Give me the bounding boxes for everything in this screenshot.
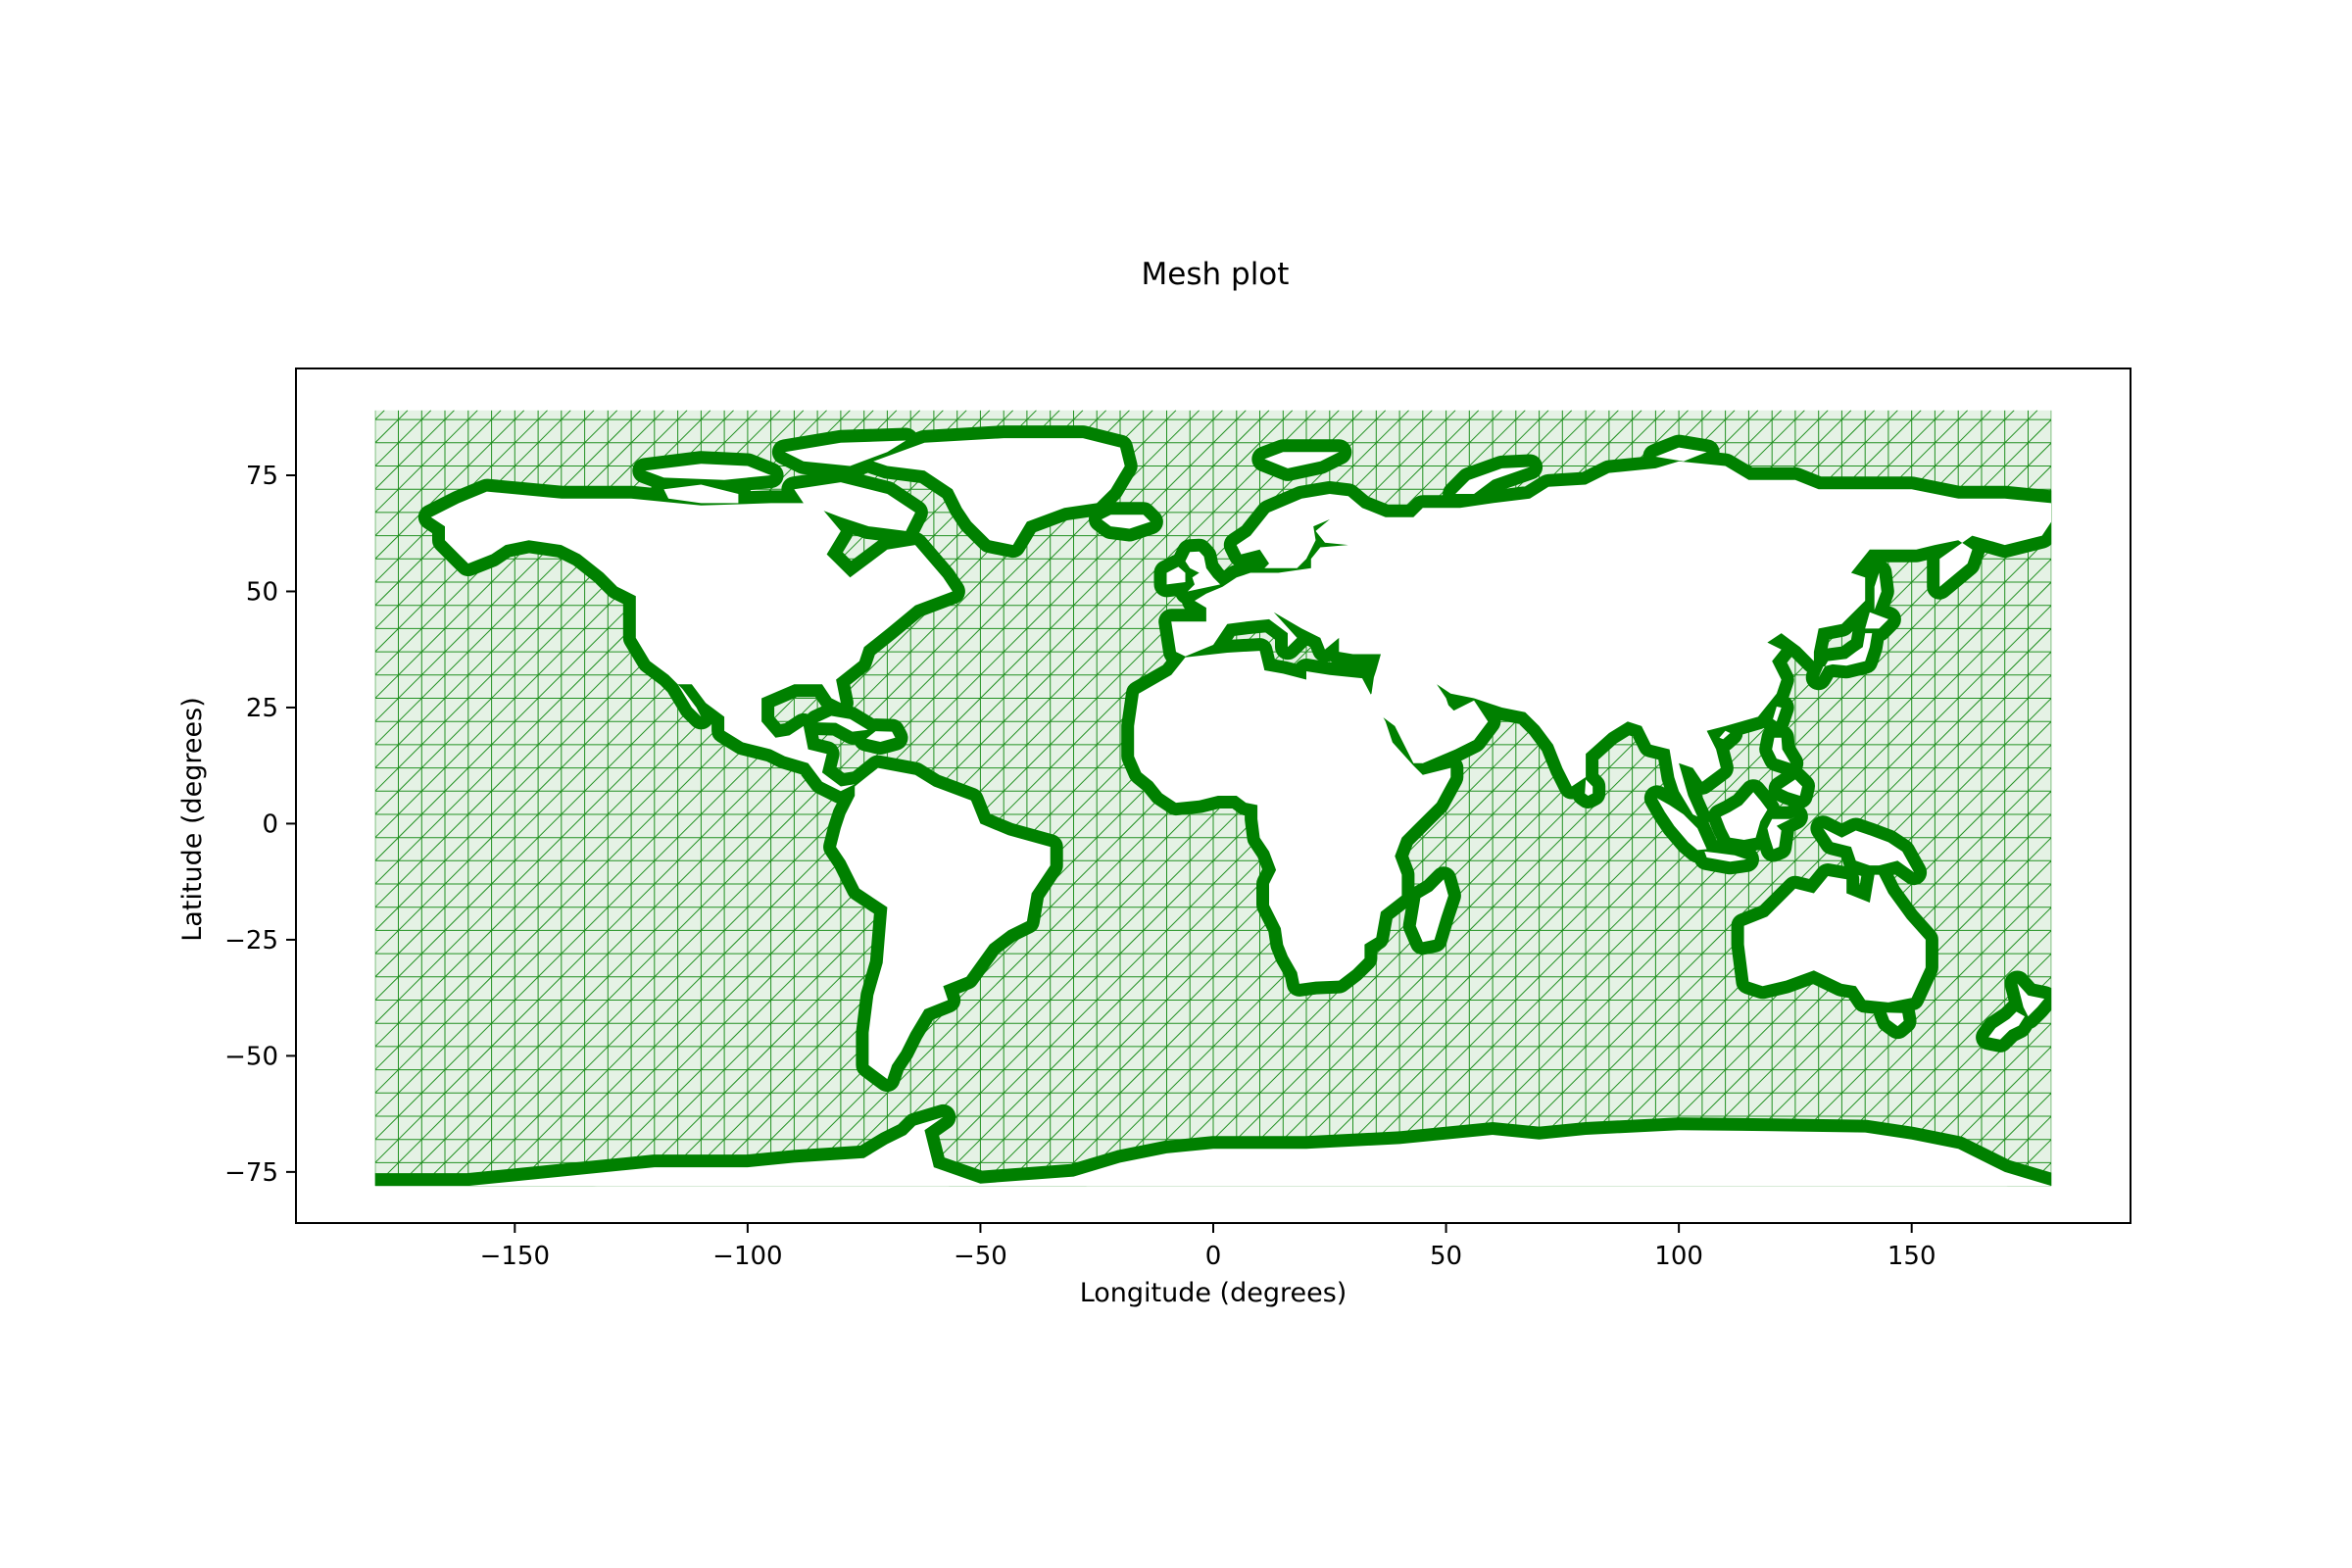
y-tick-label: 50 <box>246 577 278 607</box>
land-severnaya-zemlya <box>1655 447 1707 462</box>
x-tick-label: 50 <box>1430 1242 1462 1271</box>
land-ireland <box>1166 566 1186 585</box>
land-new-zealand-north <box>2017 983 2045 1017</box>
chart-title: Mesh plot <box>1142 257 1290 292</box>
land-greenland <box>873 438 1125 546</box>
land-taiwan <box>1773 707 1782 722</box>
land-ellesmere-island <box>784 440 906 466</box>
land-japan <box>1818 633 1873 678</box>
land-java <box>1704 851 1746 862</box>
land-africa <box>1134 651 1451 984</box>
land-north-america <box>430 491 953 792</box>
land-madagascar <box>1415 879 1448 943</box>
land-antarctica <box>467 1116 2052 1187</box>
y-axis-ticks: −75 −50 −25 0 25 50 75 <box>224 462 296 1188</box>
x-tick-label: 100 <box>1654 1242 1703 1271</box>
land-great-britain <box>1185 551 1221 592</box>
x-tick-label: −150 <box>480 1242 550 1271</box>
land-novaya-zemlya <box>1455 466 1531 494</box>
land-borneo <box>1720 792 1768 840</box>
y-tick-label: −50 <box>224 1042 278 1071</box>
land-victoria-island <box>663 484 739 504</box>
x-tick-label: −50 <box>954 1242 1007 1271</box>
x-tick-label: −100 <box>712 1242 782 1271</box>
land-luzon <box>1772 737 1791 763</box>
land-mindanao <box>1781 779 1802 796</box>
x-tick-label: 0 <box>1205 1242 1222 1271</box>
land-tasmania <box>1886 1012 1904 1027</box>
land-sulawesi <box>1767 816 1795 850</box>
land-hispaniola <box>866 731 896 742</box>
land-iceland <box>1102 514 1151 529</box>
y-tick-label: 75 <box>246 462 278 491</box>
y-tick-label: −25 <box>224 926 278 956</box>
land-arabian-peninsula <box>1381 684 1489 763</box>
land-cuba <box>817 715 868 732</box>
y-tick-label: −75 <box>224 1158 278 1188</box>
land-new-guinea <box>1823 828 1915 873</box>
land-australia <box>1743 874 1926 1003</box>
land-arctic-archipelago <box>645 464 771 480</box>
land-baffin-island <box>794 482 915 531</box>
x-axis-ticks: −150 −100 −50 0 50 100 150 <box>480 1223 1936 1271</box>
y-tick-label: 0 <box>262 809 278 839</box>
y-axis-label: Latitude (degrees) <box>177 697 208 941</box>
land-eurasia <box>1171 461 2052 817</box>
x-axis-label: Longitude (degrees) <box>1080 1278 1348 1308</box>
land-south-america <box>836 767 1051 1080</box>
y-tick-label: 25 <box>246 694 278 723</box>
land-sakhalin <box>1874 572 1882 611</box>
land-new-zealand-south <box>1988 1011 2026 1040</box>
land-sri-lanka <box>1585 779 1593 796</box>
plot-area <box>374 410 2052 1187</box>
land-hainan <box>1719 730 1731 740</box>
land-hokkaido <box>1865 612 1888 629</box>
x-tick-label: 150 <box>1887 1242 1936 1271</box>
land-svalbard <box>1264 452 1340 468</box>
land-masses <box>374 425 2052 1187</box>
land-sumatra <box>1656 798 1707 851</box>
